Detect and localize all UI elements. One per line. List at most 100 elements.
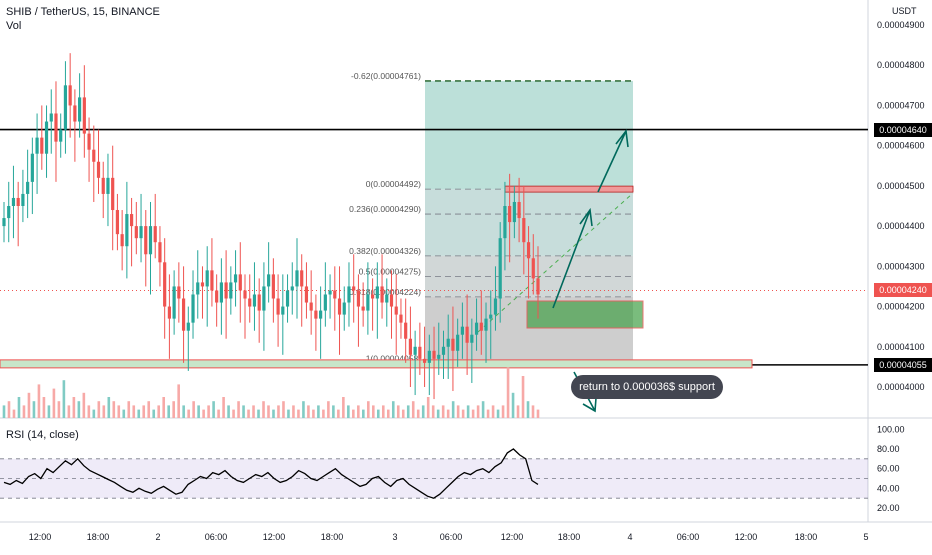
- volume-bar: [47, 405, 51, 418]
- volume-bar: [227, 405, 230, 418]
- candle-body: [441, 346, 446, 355]
- support-zone-box: [0, 359, 753, 369]
- candle-body: [399, 314, 403, 323]
- candle-body: [460, 326, 464, 335]
- candle-body: [200, 282, 205, 287]
- candle-body: [120, 234, 124, 247]
- fib-level-label: 0.236(0.00004290): [349, 204, 421, 214]
- volume-bar: [242, 405, 245, 418]
- candle-body: [493, 298, 498, 315]
- candle-body: [404, 322, 408, 339]
- candle-body: [380, 286, 384, 303]
- candle-body: [375, 286, 379, 299]
- candle-body: [456, 334, 460, 351]
- candle-body: [446, 338, 450, 347]
- volume-bar: [142, 405, 146, 418]
- candle-body: [333, 290, 337, 299]
- volume-bar: [446, 409, 450, 418]
- time-tick-label: 12:00: [735, 532, 758, 542]
- candle-body: [328, 290, 332, 295]
- candle-body: [21, 193, 25, 206]
- volume-bar: [72, 397, 76, 418]
- volume-bar: [17, 397, 21, 418]
- volume-bar: [441, 405, 445, 418]
- target-zone-box: [526, 300, 644, 329]
- fib-level-label: -0.62(0.00004761): [351, 71, 421, 81]
- candle-body: [437, 354, 441, 359]
- volume-bar: [481, 401, 485, 418]
- candle-body: [172, 286, 176, 319]
- volume-bar: [217, 409, 220, 418]
- y-tick-label: 0.00004400: [877, 221, 925, 231]
- volume-bar: [451, 401, 455, 418]
- volume-bar: [27, 392, 31, 418]
- candle-body: [418, 346, 422, 359]
- time-tick-label: 4: [627, 532, 632, 542]
- candle-body: [205, 270, 209, 287]
- time-tick-label: 12:00: [29, 532, 52, 542]
- volume-bar: [347, 405, 350, 418]
- volume-bar: [292, 405, 295, 418]
- volume-bar: [182, 405, 185, 418]
- candle-body: [479, 322, 483, 331]
- volume-bar: [426, 397, 430, 418]
- candle-body: [290, 286, 294, 291]
- candle-body: [276, 298, 280, 315]
- volume-bar: [187, 409, 190, 418]
- candle-body: [215, 290, 219, 303]
- candle-body: [300, 270, 304, 287]
- volume-bar: [102, 405, 106, 418]
- time-tick-label: 06:00: [205, 532, 228, 542]
- time-tick-label: 3: [392, 532, 397, 542]
- candle-body: [366, 294, 370, 311]
- time-tick-label: 06:00: [677, 532, 700, 542]
- volume-bar: [456, 405, 460, 418]
- candle-body: [474, 322, 479, 335]
- candle-body: [413, 346, 417, 355]
- volume-bar: [167, 405, 170, 418]
- volume-label: Vol: [6, 20, 22, 32]
- volume-bar: [466, 405, 470, 418]
- volume-bar: [411, 401, 415, 418]
- volume-bar: [536, 409, 540, 418]
- candle-body: [536, 278, 540, 295]
- time-tick-label: 18:00: [87, 532, 110, 542]
- candle-body: [498, 238, 502, 299]
- candle-body: [35, 137, 39, 154]
- volume-bar: [272, 409, 275, 418]
- up-arrow-1-head: [579, 207, 593, 227]
- volume-bar: [317, 405, 320, 418]
- volume-bar: [352, 409, 355, 418]
- volume-bar: [122, 409, 126, 418]
- volume-bar: [32, 401, 36, 418]
- volume-bar: [177, 384, 180, 418]
- volume-bar: [232, 409, 235, 418]
- y-tick-label: 0.00004500: [877, 181, 925, 191]
- candle-body: [356, 290, 361, 307]
- price-tag-support: 0.00004055: [874, 358, 932, 372]
- candle-body: [285, 290, 290, 307]
- volume-bar: [381, 405, 385, 418]
- candle-body: [87, 133, 91, 150]
- up-arrow-1: [552, 209, 591, 309]
- volume-bar: [257, 409, 260, 418]
- candle-body: [238, 274, 242, 291]
- volume-bar: [202, 409, 205, 418]
- volume-bar: [262, 401, 265, 418]
- volume-bar: [12, 409, 16, 418]
- time-tick-label: 18:00: [321, 532, 344, 542]
- volume-bar: [476, 405, 480, 418]
- candle-body: [186, 322, 190, 331]
- volume-bar: [327, 401, 330, 418]
- candle-body: [337, 298, 342, 315]
- candle-body: [371, 294, 375, 299]
- candle-body: [451, 338, 455, 351]
- y-tick-label: 0.00004200: [877, 302, 925, 312]
- candle-body: [470, 334, 474, 343]
- volume-bar: [237, 401, 240, 418]
- rsi-label: RSI (14, close): [6, 429, 79, 441]
- candle-body: [314, 310, 318, 319]
- candle-body: [26, 181, 30, 194]
